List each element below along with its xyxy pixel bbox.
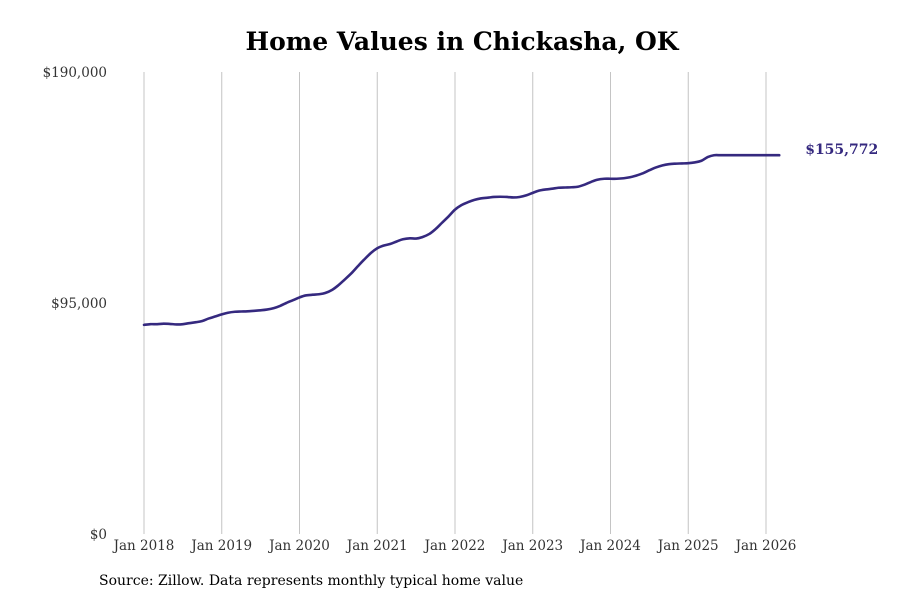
- vertical-gridlines: [143, 72, 767, 534]
- x-tick-label: Jan 2020: [267, 538, 330, 554]
- y-tick-label: $190,000: [43, 65, 107, 81]
- series-line-home-value: [142, 153, 781, 327]
- x-tick-label: Jan 2022: [423, 538, 486, 554]
- source-note: Source: Zillow. Data represents monthly …: [99, 573, 524, 589]
- x-tick-label: Jan 2026: [734, 538, 797, 554]
- series-layer: $155,772: [142, 142, 878, 327]
- y-tick-label: $95,000: [51, 296, 107, 312]
- x-tick-label: Jan 2018: [112, 538, 175, 554]
- end-value-label: $155,772: [805, 142, 878, 158]
- x-axis-tick-labels: Jan 2018 Jan 2019 Jan 2020 Jan 2021 Jan 2022…: [112, 538, 797, 554]
- chart-title: Home Values in Chickasha, OK: [245, 27, 679, 56]
- x-tick-label: Jan 2025: [656, 538, 719, 554]
- y-tick-label: $0: [90, 527, 107, 543]
- x-tick-label: Jan 2023: [500, 538, 563, 554]
- y-axis-tick-labels: $0 $95,000 $190,000: [43, 65, 107, 543]
- x-tick-label: Jan 2019: [189, 538, 252, 554]
- x-tick-label: Jan 2021: [345, 538, 408, 554]
- x-tick-label: Jan 2024: [578, 538, 641, 554]
